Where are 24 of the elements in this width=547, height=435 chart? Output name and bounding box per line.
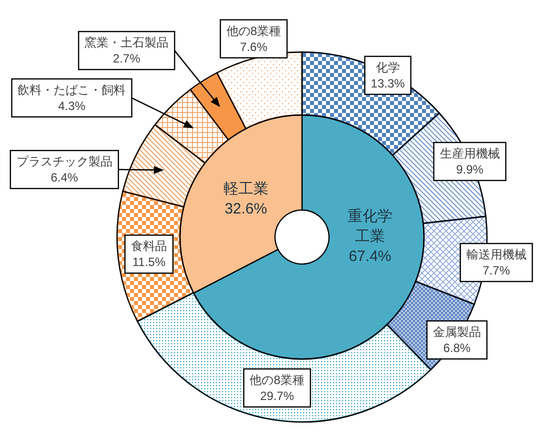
data-label: 2.7%: [112, 52, 141, 66]
slice-label: 重化学工業: [347, 208, 392, 245]
data-label: 29.7%: [260, 388, 294, 403]
data-label: 32.6%: [224, 200, 268, 218]
slice-label: 窯業・土石製品: [84, 36, 169, 50]
slice-label: 他の8業種: [226, 24, 282, 38]
data-label: 11.5%: [132, 255, 166, 270]
slice-label: 生産用機械: [440, 146, 500, 160]
data-label: 4.3%: [58, 98, 86, 113]
slice-label: 飲料・たばこ・飼料: [18, 82, 126, 97]
data-label: 13.3%: [370, 76, 406, 90]
slice-label: プラスチック製品: [16, 154, 112, 169]
data-label: 6.8%: [443, 340, 471, 355]
data-label: 6.4%: [50, 170, 78, 185]
data-label: 9.9%: [456, 162, 484, 176]
slice-label: 食料品: [130, 239, 167, 254]
slice-label: 輸送用機械: [466, 248, 526, 262]
data-label: 67.4%: [348, 248, 392, 265]
slice-label: 軽工業: [223, 180, 268, 198]
data-label: 7.6%: [240, 40, 268, 54]
slice-label: 他の8業種: [250, 372, 304, 387]
slice-label: 化学: [376, 60, 400, 74]
data-label: 7.7%: [482, 264, 510, 278]
slice-label: 金属製品: [432, 324, 481, 339]
